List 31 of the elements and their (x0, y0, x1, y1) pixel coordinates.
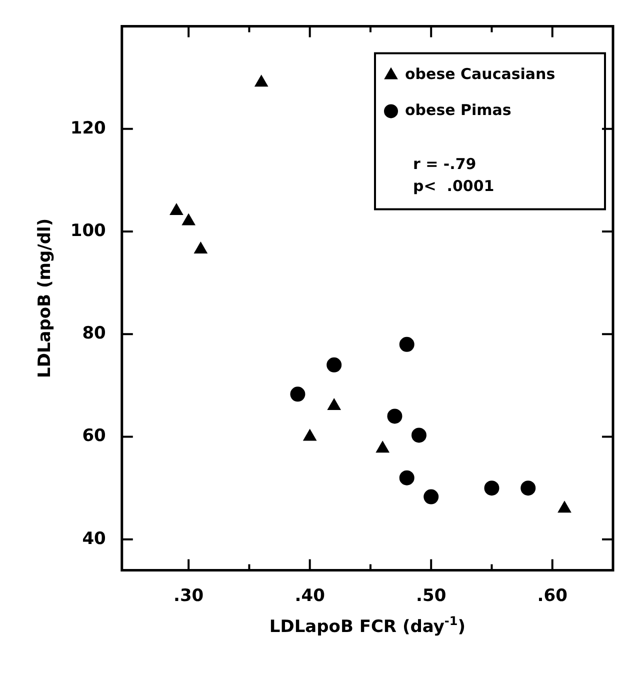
point (290, 386, 306, 402)
point (399, 470, 414, 486)
point (328, 398, 341, 410)
annotation: p< .0001 (413, 177, 494, 196)
point (182, 214, 196, 226)
x-tick-label: .30 (174, 586, 204, 606)
x-tick-label: .40 (294, 586, 326, 606)
y-axis-title: LDLapoB (mg/dl) (34, 218, 55, 378)
point (387, 408, 402, 424)
y-tick-label: 40 (82, 528, 106, 549)
annotation: r = -.79 (413, 155, 476, 174)
point (399, 336, 414, 352)
legend-label: obese Caucasians (405, 65, 556, 84)
y-tick-label: 80 (82, 324, 106, 344)
y-tick-label: 100 (70, 220, 106, 241)
point (254, 75, 268, 87)
point (194, 242, 208, 254)
y-tick-label: 60 (82, 426, 106, 446)
x-tick-label: .60 (537, 586, 568, 606)
point (376, 441, 390, 453)
legend-label: obese Pimas (405, 101, 512, 120)
point (484, 480, 500, 496)
y-tick-label: 120 (70, 118, 106, 138)
point (520, 480, 536, 496)
point (303, 429, 316, 441)
point (558, 501, 572, 513)
point (326, 357, 342, 372)
point (424, 489, 439, 504)
point (170, 203, 184, 215)
x-tick-label: .50 (416, 586, 446, 606)
point (411, 428, 426, 443)
